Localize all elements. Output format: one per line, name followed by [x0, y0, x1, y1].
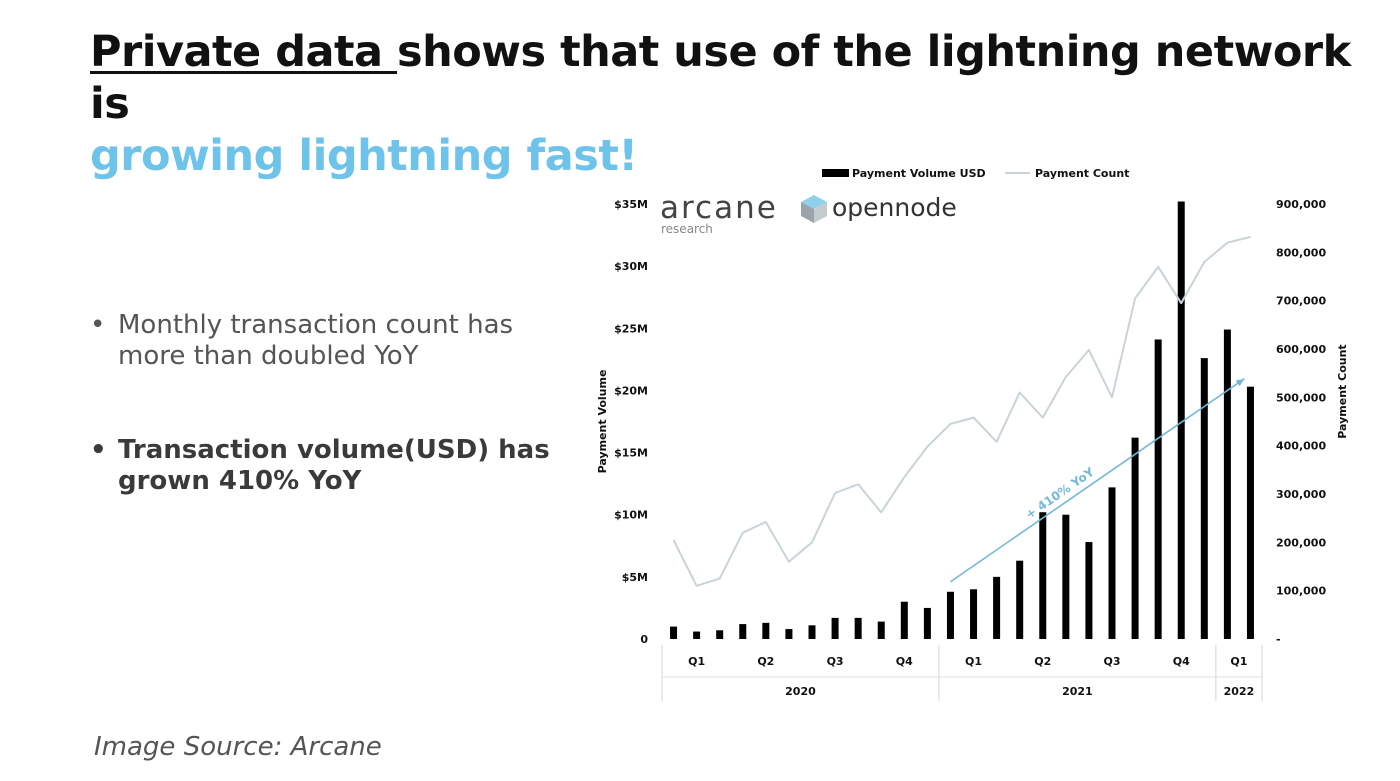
- x-year-label: 2022: [1224, 685, 1255, 698]
- bullet-dot: •: [90, 435, 107, 465]
- legend-label: Payment Volume USD: [852, 167, 986, 180]
- volume-bar: [1177, 201, 1185, 639]
- y-tick-label: $10M: [614, 509, 648, 522]
- y-tick-label: $35M: [614, 198, 648, 211]
- volume-bar: [1039, 512, 1047, 639]
- legend-label: Payment Count: [1035, 167, 1129, 180]
- volume-bar: [1154, 339, 1162, 639]
- y2-tick-label: 600,000: [1276, 343, 1326, 356]
- legend-bar-swatch: [822, 169, 849, 177]
- y-tick-label: $30M: [614, 260, 648, 273]
- y-tick-label: $5M: [622, 571, 648, 584]
- bullet-transaction-volume: • Transaction volume(USD) has grown 410%…: [88, 435, 568, 497]
- opennode-logo: opennode: [832, 193, 957, 222]
- x-tick-label: Q1: [1230, 655, 1247, 668]
- volume-bar: [785, 629, 793, 639]
- headline-text: shows that use of the lightning network …: [90, 27, 1351, 129]
- y2-axis-title: Payment Count: [1336, 344, 1349, 438]
- volume-bar: [1200, 358, 1208, 639]
- image-source: Image Source: Arcane: [94, 732, 382, 762]
- y2-tick-label: 300,000: [1276, 488, 1326, 501]
- y-tick-label: $25M: [614, 322, 648, 335]
- x-tick-label: Q1: [965, 655, 982, 668]
- volume-bar: [946, 591, 954, 639]
- y-tick-label: 0: [640, 633, 648, 646]
- volume-bar: [808, 625, 816, 639]
- headline-link[interactable]: Private data: [90, 27, 398, 77]
- y2-tick-label: -: [1276, 633, 1281, 646]
- volume-bar: [1246, 386, 1254, 639]
- growth-arrow-head: [1235, 378, 1245, 387]
- volume-bar: [716, 630, 724, 639]
- headline-accent: growing lightning fast!: [90, 131, 638, 181]
- bullet-text: Monthly transaction count has more than …: [118, 310, 514, 371]
- x-tick-label: Q2: [1034, 655, 1051, 668]
- headline: Private data shows that use of the light…: [90, 26, 1380, 182]
- bullet-text: Transaction volume(USD) has grown 410% Y…: [118, 435, 550, 496]
- volume-bar: [970, 589, 978, 639]
- volume-bar: [762, 622, 770, 639]
- volume-bar: [739, 624, 747, 639]
- x-year-label: 2020: [785, 685, 816, 698]
- payment-chart: 0 $5M $10M $15M $20M $25M $30M $35M - 100,000 200,…: [596, 167, 1349, 701]
- x-year-label: 2021: [1062, 685, 1093, 698]
- x-tick-label: Q2: [757, 655, 774, 668]
- y-axis-title: Payment Volume: [596, 370, 609, 474]
- y2-tick-label: 400,000: [1276, 440, 1326, 453]
- arcane-logo: arcane: [660, 190, 778, 226]
- x-tick-label: Q1: [688, 655, 705, 668]
- volume-bar: [923, 607, 931, 639]
- x-tick-label: Q3: [1103, 655, 1120, 668]
- growth-arrow-line: [950, 378, 1245, 583]
- y2-tick-label: 700,000: [1276, 295, 1326, 308]
- y-tick-label: $20M: [614, 384, 648, 397]
- volume-bar: [831, 617, 839, 639]
- y2-tick-label: 900,000: [1276, 198, 1326, 211]
- x-tick-label: Q4: [1173, 655, 1190, 668]
- opennode-cube-icon: [801, 195, 827, 223]
- volume-bar: [693, 631, 701, 639]
- y2-tick-label: 800,000: [1276, 246, 1326, 259]
- bullet-transaction-count: • Monthly transaction count has more tha…: [88, 310, 568, 372]
- volume-bar: [900, 601, 908, 639]
- y2-tick-label: 500,000: [1276, 391, 1326, 404]
- volume-bar: [877, 621, 885, 639]
- volume-bar: [1108, 487, 1116, 639]
- y2-tick-label: 200,000: [1276, 536, 1326, 549]
- growth-annotation: + 410% YoY: [1023, 465, 1097, 522]
- volume-bar: [1062, 514, 1070, 639]
- y2-tick-label: 100,000: [1276, 585, 1326, 598]
- y-tick-label: $15M: [614, 447, 648, 460]
- volume-bar: [854, 617, 862, 639]
- volume-bar: [993, 576, 1001, 639]
- x-tick-label: Q3: [827, 655, 844, 668]
- arcane-logo-subtitle: research: [661, 222, 713, 236]
- volume-bar: [670, 626, 678, 639]
- volume-bar: [1016, 560, 1024, 639]
- volume-bar: [1131, 437, 1139, 639]
- volume-bar: [1223, 329, 1231, 639]
- bullet-list: • Monthly transaction count has more tha…: [88, 310, 568, 497]
- bullet-dot: •: [90, 310, 106, 340]
- volume-bar: [1085, 542, 1093, 639]
- x-tick-label: Q4: [896, 655, 913, 668]
- payment-count-line: [672, 235, 1251, 587]
